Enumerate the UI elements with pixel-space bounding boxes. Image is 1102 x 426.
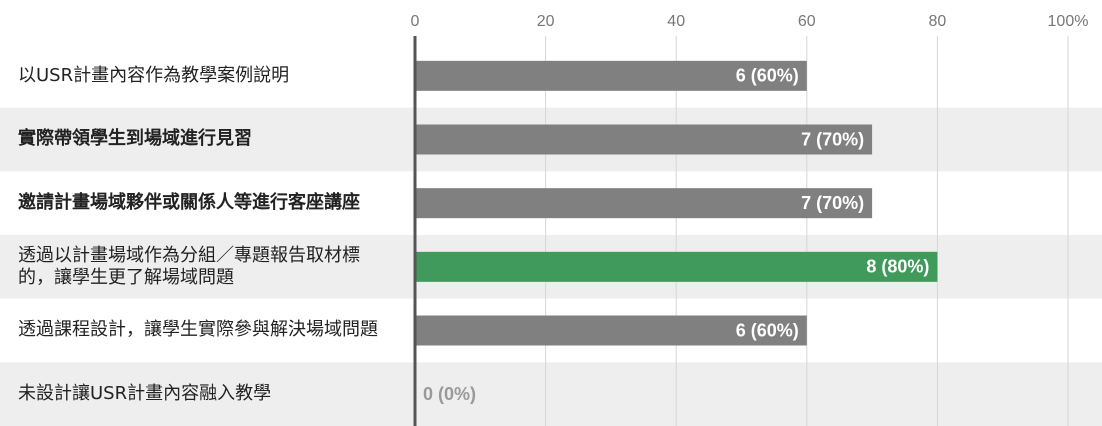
bar (415, 60, 807, 91)
bar (415, 124, 873, 155)
category-label: 未設計讓USR計畫內容融入教學 (18, 383, 272, 405)
category-label: 透過課程設計，讓學生實際參與解決場域問題 (18, 319, 378, 341)
category-label: 邀請計畫場域夥伴或關係人等進行客座講座 (18, 192, 360, 214)
bar (415, 251, 938, 282)
bar-value-label: 0 (0%) (423, 384, 476, 404)
x-tick-label: 0 (411, 13, 420, 30)
bar-value-label: 6 (60%) (736, 320, 799, 340)
x-tick-label: 40 (667, 13, 685, 30)
row-band (0, 362, 1102, 426)
x-tick-label: 20 (537, 13, 555, 30)
x-tick-label: 80 (929, 13, 947, 30)
bar-value-label: 7 (70%) (801, 193, 864, 213)
bar-value-label: 8 (80%) (866, 257, 929, 277)
x-tick-label: 100% (1048, 13, 1089, 30)
bar-value-label: 7 (70%) (801, 129, 864, 149)
bar (415, 188, 873, 219)
category-label: 透過以計畫場域作為分組／專題報告取材標的，讓學生更了解場域問題 (18, 244, 360, 288)
category-label: 以USR計畫內容作為教學案例說明 (18, 64, 290, 86)
bar-value-label: 6 (60%) (736, 66, 799, 86)
bar (415, 315, 807, 346)
x-tick-label: 60 (798, 13, 816, 30)
category-label: 實際帶領學生到場域進行見習 (18, 128, 252, 150)
